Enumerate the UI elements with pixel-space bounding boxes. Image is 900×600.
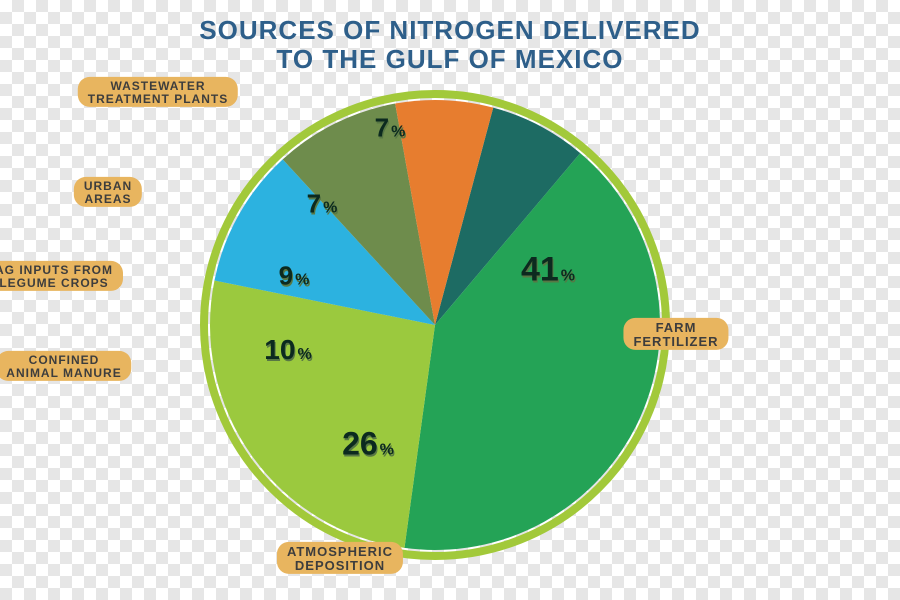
- slice-label: FARM FERTILIZER: [623, 318, 728, 350]
- slice-label-text: FARM FERTILIZER: [623, 318, 728, 350]
- slice-label-text: WASTEWATER TREATMENT PLANTS: [78, 77, 238, 107]
- title-line-1: SOURCES OF NITROGEN DELIVERED: [199, 15, 700, 45]
- slice-label: URBAN AREAS: [74, 177, 142, 207]
- pie-chart-svg: [200, 90, 670, 560]
- slice-label-text: URBAN AREAS: [74, 177, 142, 207]
- slice-label-text: AG INPUTS FROM LEGUME CROPS: [0, 261, 123, 291]
- pie-slices: [210, 100, 660, 550]
- slice-label: CONFINED ANIMAL MANURE: [0, 351, 132, 381]
- slice-label: WASTEWATER TREATMENT PLANTS: [78, 77, 238, 107]
- slice-label-text: CONFINED ANIMAL MANURE: [0, 351, 132, 381]
- chart-title: SOURCES OF NITROGEN DELIVERED TO THE GUL…: [0, 16, 900, 73]
- slice-label: AG INPUTS FROM LEGUME CROPS: [0, 261, 123, 291]
- pie-slice: [210, 281, 435, 548]
- slice-label: ATMOSPHERIC DEPOSITION: [277, 542, 403, 574]
- slice-label-text: ATMOSPHERIC DEPOSITION: [277, 542, 403, 574]
- pie-chart-container: [200, 90, 670, 560]
- title-line-2: TO THE GULF OF MEXICO: [277, 44, 624, 74]
